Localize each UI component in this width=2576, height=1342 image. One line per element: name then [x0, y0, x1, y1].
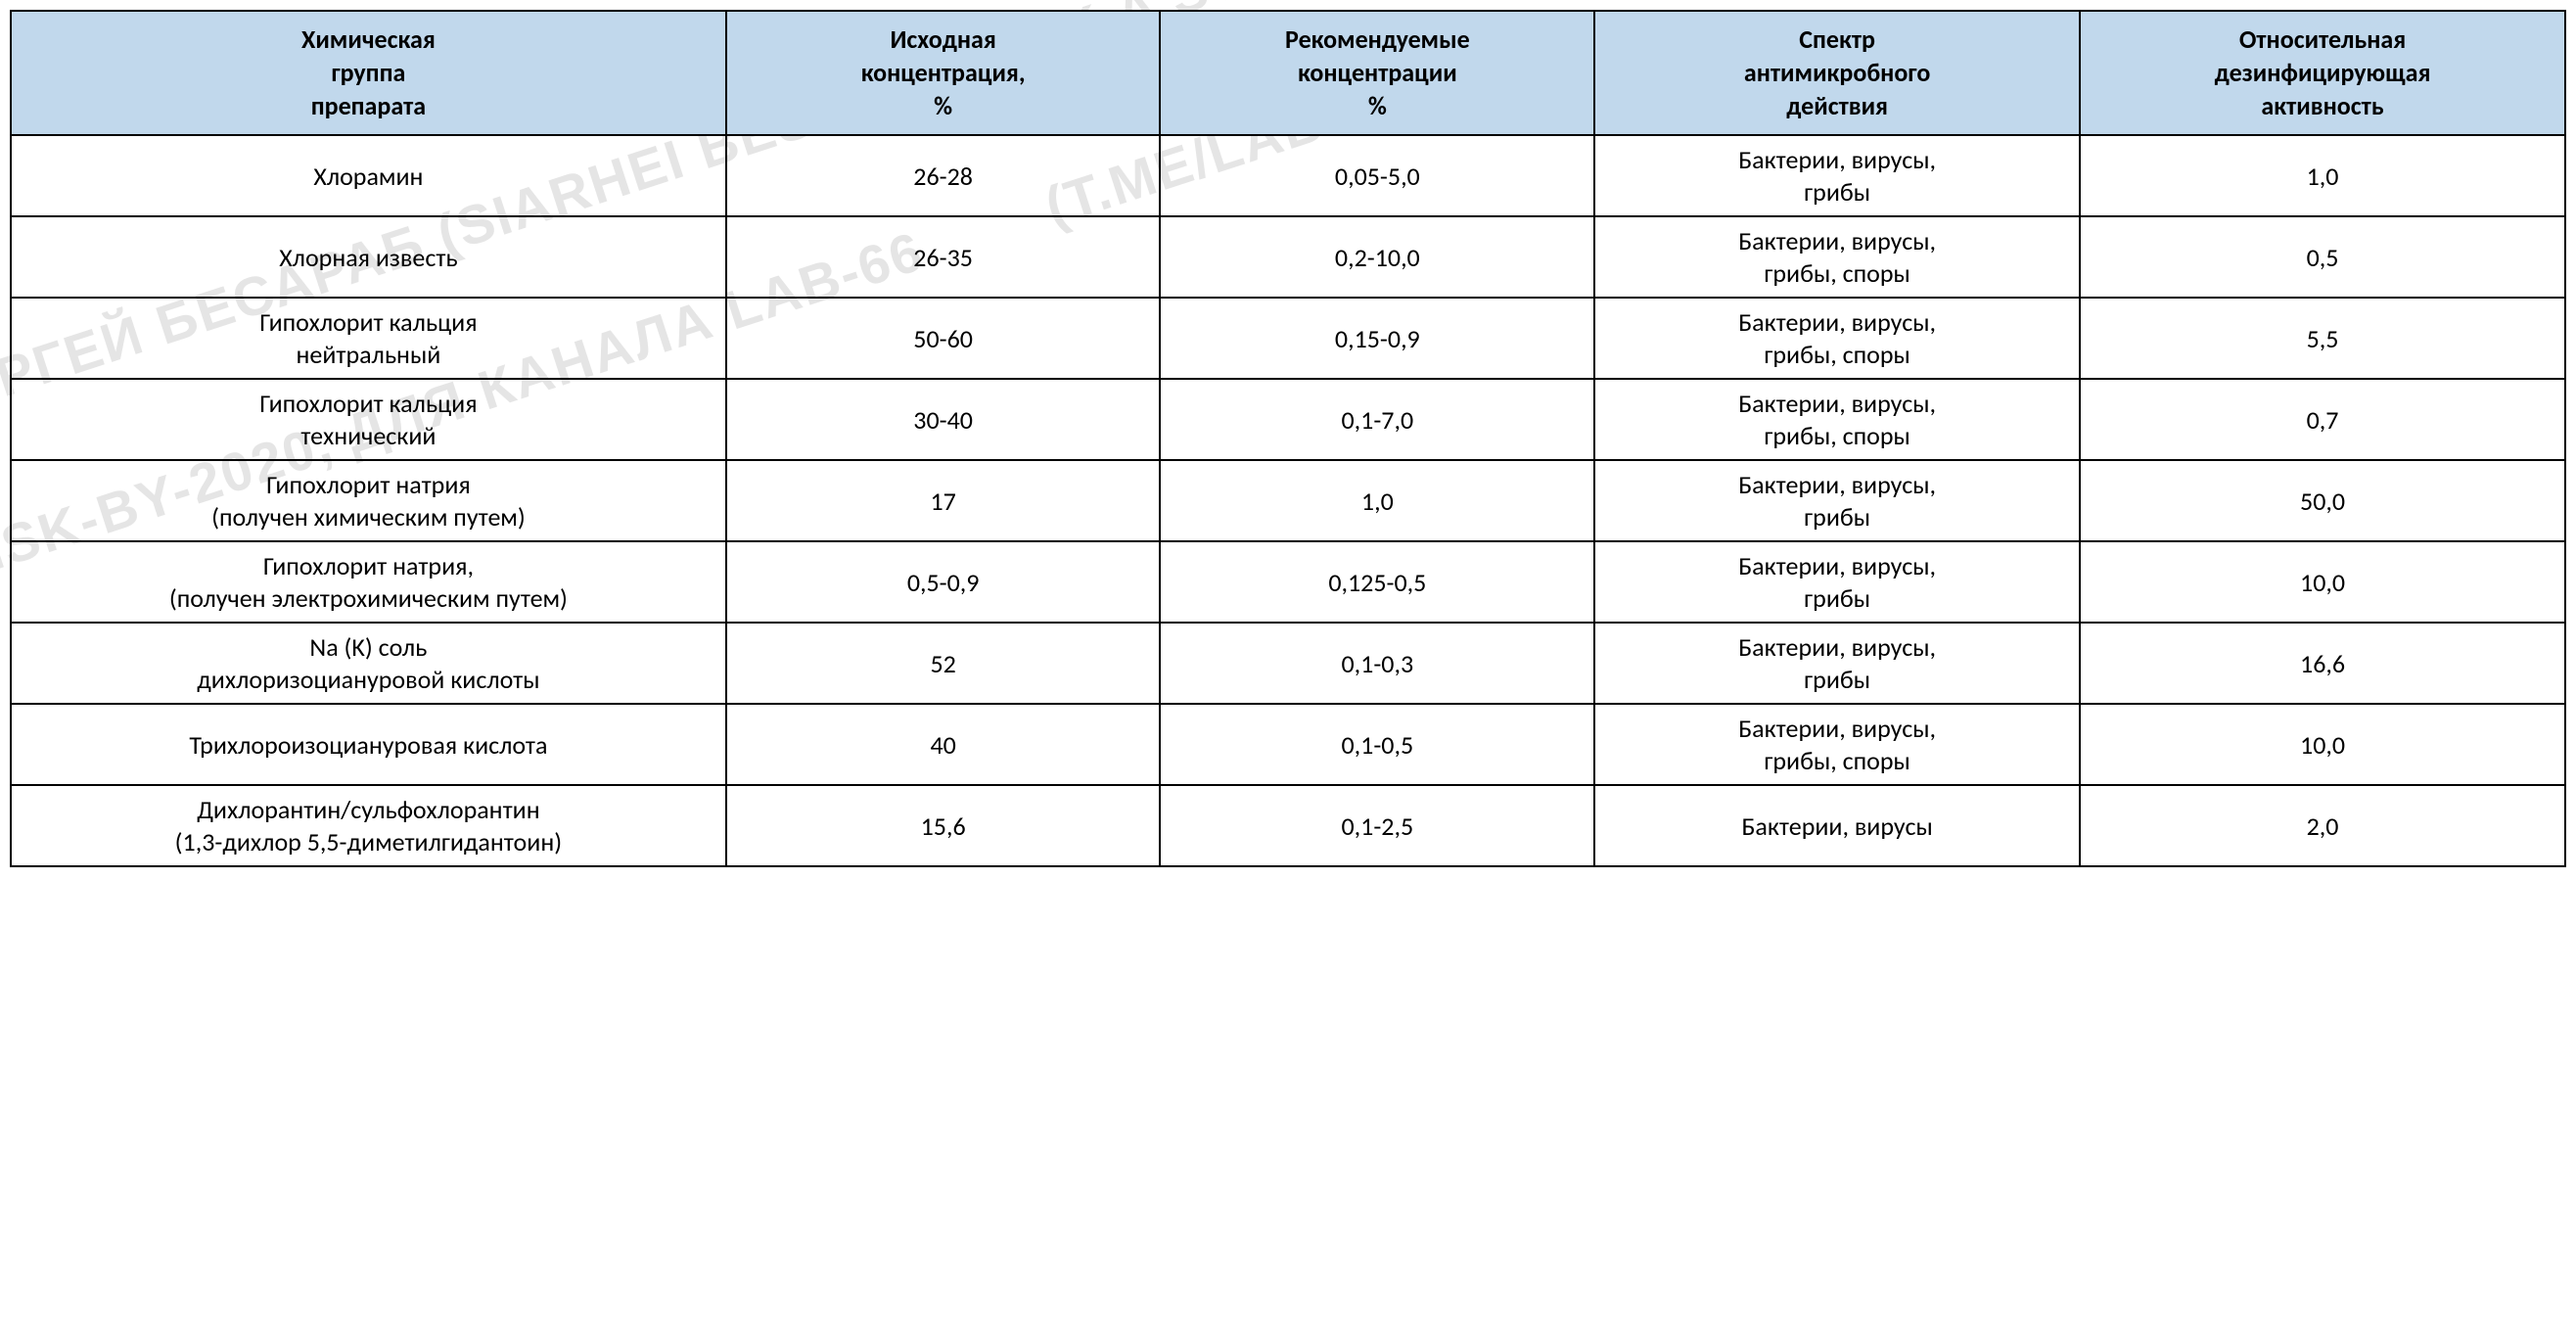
- table-body: Хлорамин 26-28 0,05-5,0 Бактерии, вирусы…: [11, 135, 2565, 866]
- cell-initial: 26-35: [726, 216, 1161, 298]
- cell-name: Хлорная известь: [11, 216, 726, 298]
- cell-activity: 0,7: [2080, 379, 2565, 460]
- cell-spectrum: Бактерии, вирусы: [1594, 785, 2080, 866]
- cell-activity: 50,0: [2080, 460, 2565, 541]
- cell-name: Na (K) сольдихлоризоциануровой кислоты: [11, 623, 726, 704]
- cell-recommended: 0,125-0,5: [1160, 541, 1594, 623]
- table-row: Гипохлорит кальциятехнический 30-40 0,1-…: [11, 379, 2565, 460]
- table-header: Химическаягруппапрепарата Исходнаяконцен…: [11, 11, 2565, 135]
- cell-name: Гипохлорит натрия(получен химическим пут…: [11, 460, 726, 541]
- cell-initial: 40: [726, 704, 1161, 785]
- cell-spectrum: Бактерии, вирусы,грибы, споры: [1594, 216, 2080, 298]
- table-row: Дихлорантин/сульфохлорантин(1,3-дихлор 5…: [11, 785, 2565, 866]
- cell-recommended: 0,2-10,0: [1160, 216, 1594, 298]
- cell-initial: 50-60: [726, 298, 1161, 379]
- table-row: Na (K) сольдихлоризоциануровой кислоты 5…: [11, 623, 2565, 704]
- header-chemical-group: Химическаягруппапрепарата: [11, 11, 726, 135]
- cell-activity: 10,0: [2080, 704, 2565, 785]
- cell-initial: 30-40: [726, 379, 1161, 460]
- cell-activity: 1,0: [2080, 135, 2565, 216]
- cell-recommended: 0,1-0,5: [1160, 704, 1594, 785]
- header-antimicrobial-spectrum: Спектрантимикробногодействия: [1594, 11, 2080, 135]
- cell-recommended: 0,1-2,5: [1160, 785, 1594, 866]
- cell-spectrum: Бактерии, вирусы,грибы: [1594, 541, 2080, 623]
- cell-initial: 17: [726, 460, 1161, 541]
- cell-recommended: 0,05-5,0: [1160, 135, 1594, 216]
- cell-initial: 26-28: [726, 135, 1161, 216]
- table-row: Трихлороизоциануровая кислота 40 0,1-0,5…: [11, 704, 2565, 785]
- cell-initial: 15,6: [726, 785, 1161, 866]
- cell-recommended: 0,1-7,0: [1160, 379, 1594, 460]
- cell-name: Трихлороизоциануровая кислота: [11, 704, 726, 785]
- cell-name: Хлорамин: [11, 135, 726, 216]
- cell-name: Гипохлорит натрия,(получен электрохимиче…: [11, 541, 726, 623]
- cell-activity: 0,5: [2080, 216, 2565, 298]
- cell-name: Гипохлорит кальциянейтральный: [11, 298, 726, 379]
- cell-spectrum: Бактерии, вирусы,грибы, споры: [1594, 704, 2080, 785]
- cell-spectrum: Бактерии, вирусы,грибы: [1594, 623, 2080, 704]
- cell-recommended: 0,15-0,9: [1160, 298, 1594, 379]
- cell-spectrum: Бактерии, вирусы,грибы, споры: [1594, 298, 2080, 379]
- table-row: Хлорамин 26-28 0,05-5,0 Бактерии, вирусы…: [11, 135, 2565, 216]
- table-row: Хлорная известь 26-35 0,2-10,0 Бактерии,…: [11, 216, 2565, 298]
- cell-initial: 0,5-0,9: [726, 541, 1161, 623]
- cell-name: Дихлорантин/сульфохлорантин(1,3-дихлор 5…: [11, 785, 726, 866]
- cell-activity: 10,0: [2080, 541, 2565, 623]
- cell-activity: 2,0: [2080, 785, 2565, 866]
- table-row: Гипохлорит натрия(получен химическим пут…: [11, 460, 2565, 541]
- cell-activity: 5,5: [2080, 298, 2565, 379]
- disinfectant-table: Химическаягруппапрепарата Исходнаяконцен…: [10, 10, 2566, 867]
- table-row: Гипохлорит кальциянейтральный 50-60 0,15…: [11, 298, 2565, 379]
- header-row: Химическаягруппапрепарата Исходнаяконцен…: [11, 11, 2565, 135]
- cell-initial: 52: [726, 623, 1161, 704]
- cell-activity: 16,6: [2080, 623, 2565, 704]
- header-relative-activity: Относительнаядезинфицирующаяактивность: [2080, 11, 2565, 135]
- cell-recommended: 0,1-0,3: [1160, 623, 1594, 704]
- cell-name: Гипохлорит кальциятехнический: [11, 379, 726, 460]
- cell-spectrum: Бактерии, вирусы,грибы: [1594, 135, 2080, 216]
- cell-spectrum: Бактерии, вирусы,грибы: [1594, 460, 2080, 541]
- header-recommended-concentration: Рекомендуемыеконцентрации%: [1160, 11, 1594, 135]
- header-initial-concentration: Исходнаяконцентрация,%: [726, 11, 1161, 135]
- cell-spectrum: Бактерии, вирусы,грибы, споры: [1594, 379, 2080, 460]
- table-row: Гипохлорит натрия,(получен электрохимиче…: [11, 541, 2565, 623]
- cell-recommended: 1,0: [1160, 460, 1594, 541]
